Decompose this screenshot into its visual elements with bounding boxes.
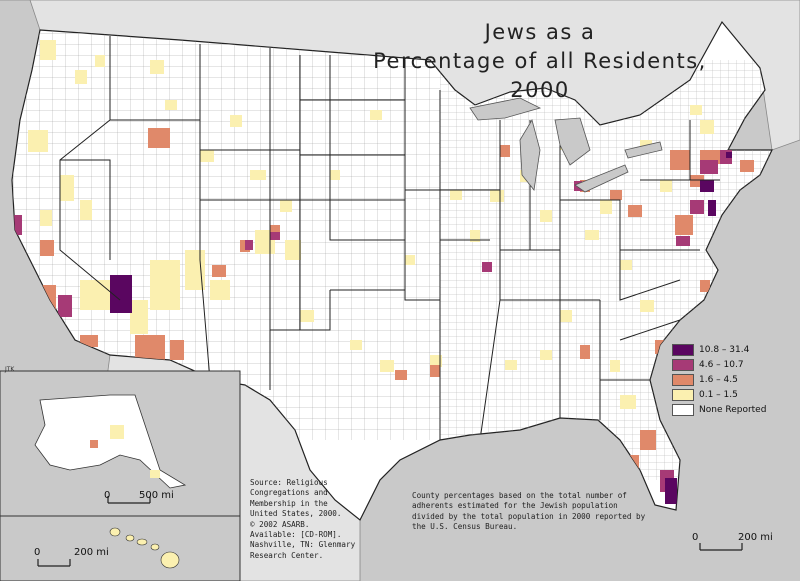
legend-label: 4.6 – 10.7 bbox=[699, 359, 744, 370]
main-scale-bar bbox=[699, 543, 743, 551]
lake-michigan bbox=[519, 118, 541, 191]
legend-item: 4.6 – 10.7 bbox=[672, 357, 782, 372]
lake-ontario bbox=[624, 141, 663, 159]
legend-swatch bbox=[672, 403, 694, 416]
source-citation: Source: Religious Congregations and Memb… bbox=[250, 478, 356, 560]
alaska-scale-zero: 0 bbox=[104, 490, 111, 501]
class-0-1-to-1-5 bbox=[28, 40, 714, 409]
alaska-inset bbox=[0, 370, 241, 517]
legend-label: None Reported bbox=[699, 404, 767, 415]
legend-swatch bbox=[672, 373, 694, 386]
legend-swatch bbox=[672, 388, 694, 401]
legend-swatch bbox=[672, 358, 694, 371]
alaska-land bbox=[34, 394, 187, 489]
methodology-note: County percentages based on the total nu… bbox=[412, 491, 646, 532]
legend-item: None Reported bbox=[672, 402, 782, 417]
title-line-1: Jews as a bbox=[484, 20, 596, 44]
hawaii-scale-end: 200 mi bbox=[74, 547, 109, 558]
hawaii-inset bbox=[0, 515, 241, 581]
hawaii-islands bbox=[109, 527, 180, 569]
legend-label: 10.8 – 31.4 bbox=[699, 344, 750, 355]
lake-huron bbox=[554, 117, 591, 166]
legend-item: 10.8 – 31.4 bbox=[672, 342, 782, 357]
map-title: Jews as a Percentage of all Residents, 2… bbox=[340, 18, 740, 105]
hawaii-scale-zero: 0 bbox=[34, 547, 41, 558]
title-line-2: Percentage of all Residents, 2000 bbox=[373, 49, 707, 102]
legend-swatch bbox=[672, 343, 694, 356]
legend-label: 1.6 – 4.5 bbox=[699, 374, 738, 385]
legend-item: 1.6 – 4.5 bbox=[672, 372, 782, 387]
main-scale-end: 200 mi bbox=[738, 532, 773, 543]
lake-superior bbox=[469, 97, 542, 121]
legend: 10.8 – 31.4 4.6 – 10.7 1.6 – 4.5 0.1 – 1… bbox=[672, 342, 782, 417]
map-credit: JTK bbox=[5, 366, 15, 373]
legend-label: 0.1 – 1.5 bbox=[699, 389, 738, 400]
main-scale-zero: 0 bbox=[692, 532, 699, 543]
legend-item: 0.1 – 1.5 bbox=[672, 387, 782, 402]
alaska-scale-end: 500 mi bbox=[139, 490, 174, 501]
class-10-8-to-31-4 bbox=[110, 152, 732, 504]
great-lakes bbox=[469, 97, 663, 193]
contiguous-us bbox=[11, 20, 773, 521]
lake-erie bbox=[574, 164, 629, 193]
